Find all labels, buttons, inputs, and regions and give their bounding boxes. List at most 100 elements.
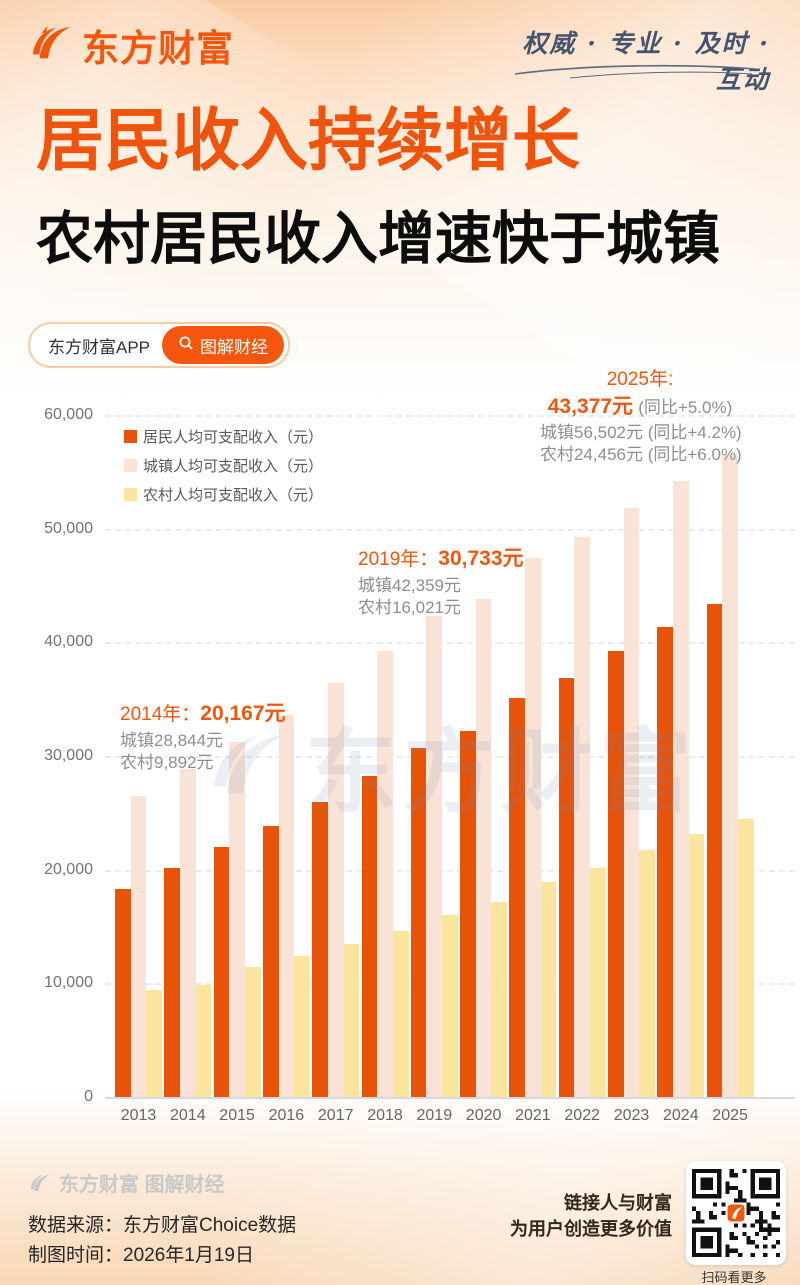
footer-slogan: 链接人与财富 为用户创造更多价值 xyxy=(510,1193,672,1240)
brand-logo: 东方财富 xyxy=(28,18,234,72)
x-tick-label: 2014 xyxy=(170,1107,206,1124)
gridline xyxy=(105,869,795,872)
bar-urban-2017 xyxy=(327,683,344,1097)
bar-urban-2013 xyxy=(130,796,147,1097)
column-button[interactable]: 图解财经 xyxy=(162,326,285,364)
data-source-text: 数据来源：东方财富Choice数据 xyxy=(28,1215,297,1236)
legend-label: 农村人均可支配收入（元） xyxy=(143,487,324,504)
x-tick-label: 2019 xyxy=(416,1107,453,1124)
annotation-2025-headline: 43,377元 (同比+5.0%) xyxy=(547,394,733,418)
bar-group-2014 xyxy=(164,769,212,1097)
bar-urban-2024 xyxy=(672,481,689,1097)
bar-resident-2025 xyxy=(706,603,723,1097)
gridline xyxy=(105,642,795,645)
chart-date-text: 制图时间：2026年1月19日 xyxy=(28,1245,254,1266)
brand-swoosh-icon xyxy=(28,20,74,71)
bar-urban-2023 xyxy=(623,507,640,1097)
annotation-2019-rural: 农村16,021元 xyxy=(358,597,461,617)
bar-rural-2013 xyxy=(146,989,163,1097)
bar-urban-2014 xyxy=(179,769,196,1097)
legend-label: 城镇人均可支配收入（元） xyxy=(143,458,324,475)
brand-logo-text: 东方财富 xyxy=(82,28,234,69)
annotation-2014: 2014年：20,167元 城镇28,844元 农村9,892元 xyxy=(120,700,286,774)
bar-rural-2014 xyxy=(195,984,212,1097)
bar-group-2020 xyxy=(460,598,508,1097)
annotation-2019: 2019年：30,733元 城镇42,359元 农村16,021元 xyxy=(358,545,524,619)
x-tick-label: 2022 xyxy=(564,1107,600,1124)
x-tick-label: 2021 xyxy=(515,1107,551,1124)
y-tick-label: 30,000 xyxy=(44,747,93,764)
qr-caption: 扫码看更多 xyxy=(701,1270,767,1285)
slogan-underline-flourish xyxy=(510,62,760,85)
bar-group-2023 xyxy=(608,507,656,1097)
bar-group-2021 xyxy=(509,558,557,1097)
bar-rural-2024 xyxy=(688,834,705,1097)
bar-group-2017 xyxy=(312,683,360,1097)
bar-rural-2021 xyxy=(540,881,557,1097)
bar-rural-2019 xyxy=(442,914,458,1097)
bar-rural-2022 xyxy=(590,868,606,1097)
bar-urban-2025 xyxy=(722,454,738,1097)
y-tick-label: 60,000 xyxy=(44,406,93,423)
bar-resident-2015 xyxy=(213,847,230,1097)
bar-resident-2020 xyxy=(460,731,476,1097)
bar-group-2025 xyxy=(706,454,754,1097)
bar-group-2018 xyxy=(361,650,409,1097)
page-title: 居民收入持续增长 xyxy=(36,103,581,179)
bar-rural-2025 xyxy=(737,819,754,1097)
legend-swatch xyxy=(124,488,137,501)
plot-area xyxy=(105,415,795,1097)
annotation-2019-urban: 城镇42,359元 xyxy=(358,575,461,595)
bar-rural-2020 xyxy=(491,902,508,1097)
annotation-2014-rural: 农村9,892元 xyxy=(120,752,214,772)
bar-resident-2024 xyxy=(657,627,673,1097)
bar-group-2016 xyxy=(262,714,310,1097)
bar-resident-2013 xyxy=(115,888,131,1097)
x-tick-label: 2025 xyxy=(712,1107,748,1124)
legend-item-resident: 居民人均可支配收入（元） xyxy=(124,426,323,447)
search-icon xyxy=(178,335,194,356)
bar-rural-2023 xyxy=(639,850,656,1097)
column-button-label: 图解财经 xyxy=(200,337,269,357)
x-axis: 2013 2014 2015 2016 2017 2018 2019 2020 2021 2022… xyxy=(105,1107,795,1131)
x-tick-label: 2015 xyxy=(219,1107,255,1124)
chart-legend: 居民人均可支配收入（元） 城镇人均可支配收入（元） 农村人均可支配收入（元） xyxy=(124,426,323,513)
x-axis-line xyxy=(105,1097,795,1099)
gridline xyxy=(105,756,795,758)
bar-urban-2020 xyxy=(475,598,492,1097)
bar-group-2024 xyxy=(657,481,705,1097)
gridline xyxy=(105,528,795,531)
bar-group-2013 xyxy=(115,796,163,1097)
bar-urban-2021 xyxy=(525,558,541,1097)
bar-group-2019 xyxy=(410,615,458,1097)
x-tick-label: 2018 xyxy=(367,1107,403,1124)
x-tick-label: 2020 xyxy=(465,1107,502,1124)
bar-urban-2018 xyxy=(377,650,393,1097)
x-tick-label: 2023 xyxy=(613,1107,650,1124)
qr-code xyxy=(686,1161,786,1265)
page-subtitle: 农村居民收入增速快于城镇 xyxy=(36,207,720,271)
bar-rural-2016 xyxy=(294,956,310,1097)
annotation-2025-rural: 农村24,456元 (同比+6.0%) xyxy=(540,445,742,465)
annotation-2014-urban: 城镇28,844元 xyxy=(120,730,223,750)
annotation-2025-urban: 城镇56,502元 (同比+4.2%) xyxy=(540,423,742,443)
app-badge-label: 东方财富APP xyxy=(48,337,151,357)
bar-resident-2021 xyxy=(509,697,526,1097)
app-badge[interactable]: 东方财富APP 图解财经 xyxy=(28,322,291,368)
y-tick-label: 10,000 xyxy=(44,974,93,992)
bar-resident-2023 xyxy=(608,651,624,1097)
bar-urban-2019 xyxy=(426,615,443,1097)
bar-group-2015 xyxy=(213,742,261,1097)
y-tick-label: 40,000 xyxy=(44,633,93,651)
bar-rural-2018 xyxy=(392,930,409,1097)
legend-label: 居民人均可支配收入（元） xyxy=(143,429,324,446)
legend-swatch xyxy=(124,459,137,472)
legend-item-urban: 城镇人均可支配收入（元） xyxy=(124,455,323,476)
y-tick-label: 20,000 xyxy=(44,860,93,878)
bar-resident-2016 xyxy=(262,826,279,1097)
y-tick-label: 50,000 xyxy=(44,519,93,537)
x-tick-label: 2024 xyxy=(663,1107,699,1124)
bar-rural-2017 xyxy=(343,944,360,1097)
bar-resident-2014 xyxy=(164,867,180,1097)
